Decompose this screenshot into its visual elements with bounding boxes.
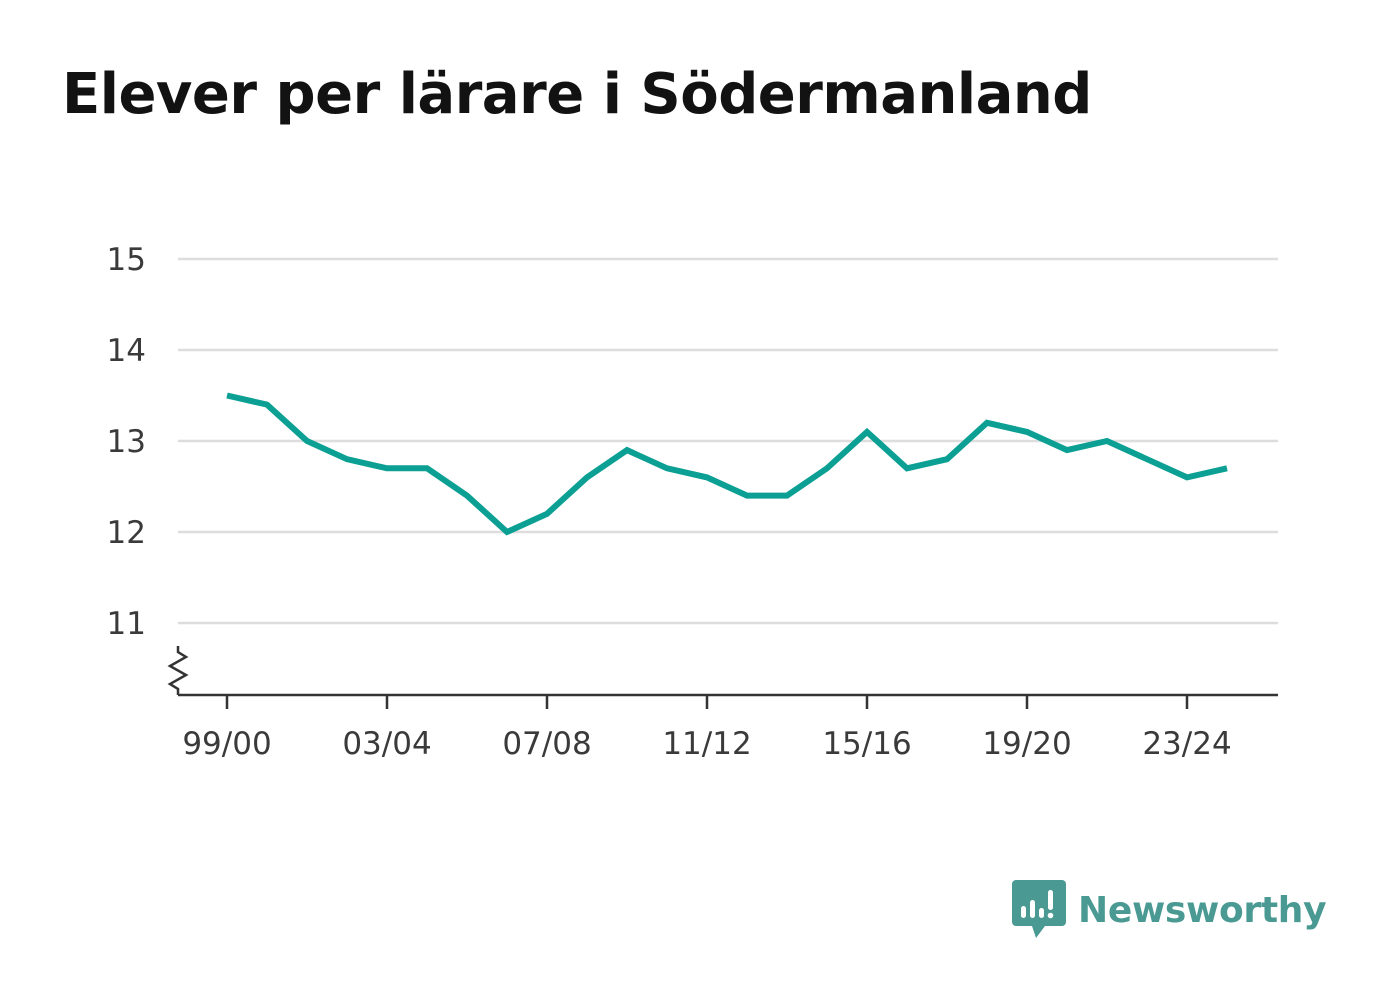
y-tick-label: 14 xyxy=(107,333,146,369)
y-tick-label: 11 xyxy=(107,606,146,642)
x-tick-label: 15/16 xyxy=(822,726,911,762)
y-axis-ticks: 11 12 13 14 15 xyxy=(107,242,146,642)
x-tick-label: 99/00 xyxy=(182,726,271,762)
y-tick-label: 12 xyxy=(107,515,146,551)
chart-title: Elever per lärare i Södermanland xyxy=(62,62,1092,127)
y-tick-label: 15 xyxy=(107,242,146,278)
x-tick-label: 11/12 xyxy=(662,726,751,762)
y-axis-break xyxy=(167,646,189,695)
x-tick-label: 07/08 xyxy=(502,726,591,762)
newsworthy-logo-icon xyxy=(1012,880,1066,938)
x-axis-ticks: 99/00 03/04 07/08 11/12 15/16 19/20 23/24 xyxy=(182,695,1232,762)
y-tick-label: 13 xyxy=(107,424,146,460)
newsworthy-logo: Newsworthy xyxy=(1012,880,1327,940)
x-tick-label: 19/20 xyxy=(982,726,1071,762)
x-tick-label: 03/04 xyxy=(342,726,431,762)
x-axis xyxy=(167,646,1278,697)
series-group xyxy=(226,392,1228,536)
brand-name: Newsworthy xyxy=(1078,889,1327,931)
series-line xyxy=(226,392,1228,536)
x-tick-label: 23/24 xyxy=(1142,726,1231,762)
